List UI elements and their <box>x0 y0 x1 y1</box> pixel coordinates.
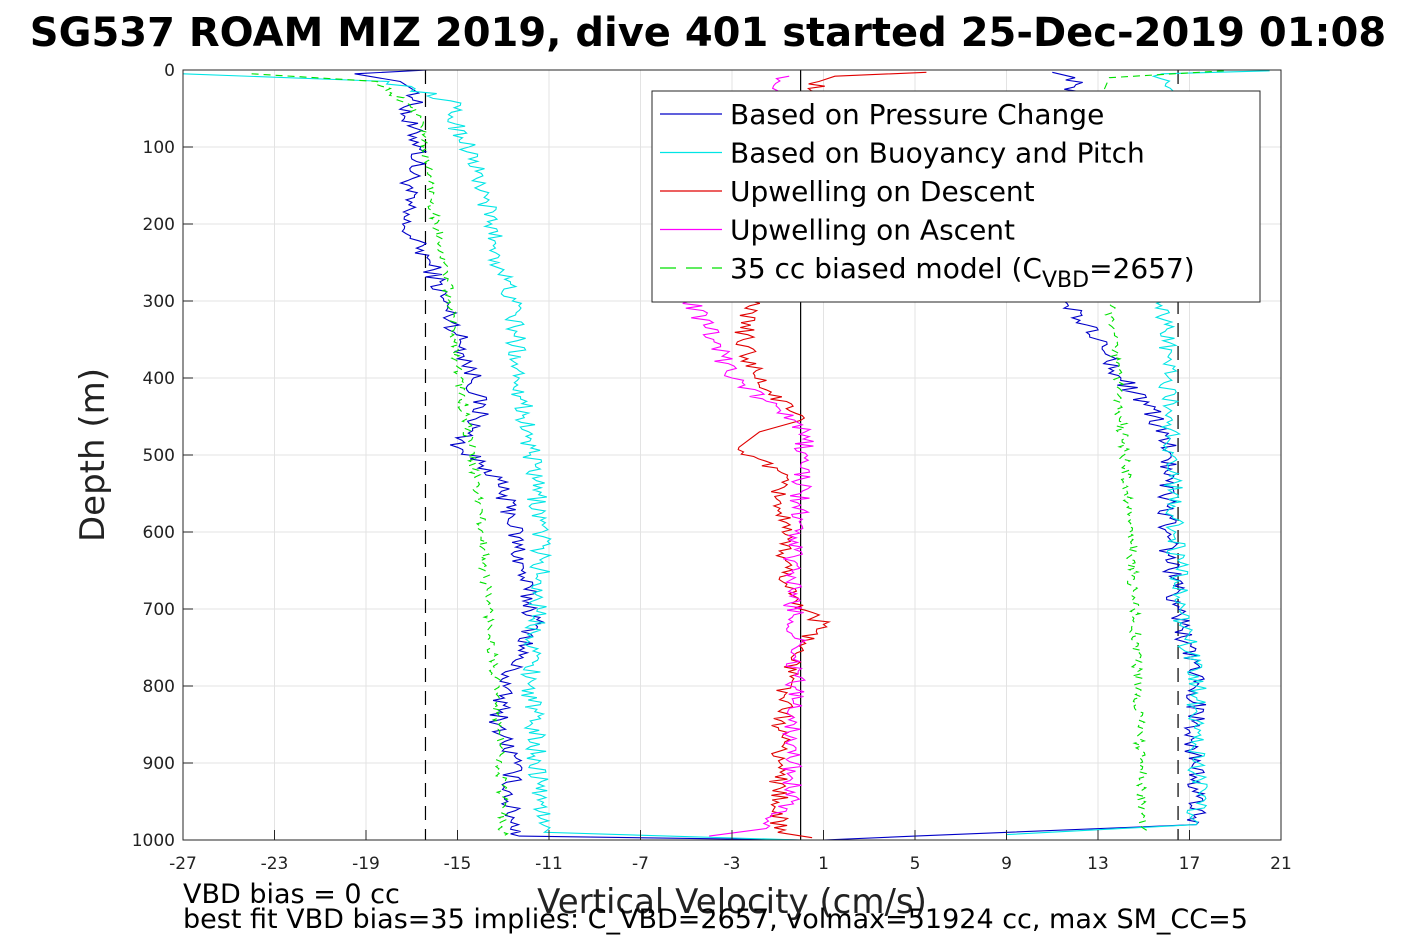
legend: Based on Pressure Change Based on Buoyanc… <box>651 90 1261 303</box>
legend-box <box>651 90 1261 303</box>
legend-entry-label: Based on Buoyancy and Pitch <box>730 137 1145 170</box>
x-tick-label: 21 <box>1270 854 1292 874</box>
x-tick-label: 17 <box>1179 854 1201 874</box>
x-tick-label: -3 <box>724 854 741 874</box>
x-tick-label: -23 <box>261 854 289 874</box>
x-tick-label: 5 <box>910 854 921 874</box>
x-tick-label: -19 <box>352 854 380 874</box>
x-tick-labels: -27 -23 -19 -15 -11 -7 -3 1 5 9 13 17 21 <box>169 830 1292 874</box>
chart-title: SG537 ROAM MIZ 2019, dive 401 started 25… <box>30 10 1386 56</box>
series-line <box>251 73 511 837</box>
vbd-bias-note: VBD bias = 0 cc <box>183 879 400 910</box>
y-tick-label: 100 <box>143 138 175 158</box>
x-tick-label: 9 <box>1001 854 1012 874</box>
y-tick-label: 600 <box>143 523 175 543</box>
legend-entry-label: 35 cc biased model (CVBD=2657) <box>730 252 1195 293</box>
y-tick-labels: 0 100 200 300 400 500 600 700 800 900 1000 <box>132 61 193 851</box>
x-tick-label: -27 <box>169 854 197 874</box>
x-axis-label: Vertical Velocity (cm/s) <box>537 882 927 922</box>
y-tick-label: 300 <box>143 292 175 312</box>
y-tick-label: 400 <box>143 369 175 389</box>
y-tick-label: 500 <box>143 446 175 466</box>
y-tick-label: 700 <box>143 600 175 620</box>
x-tick-label: 13 <box>1087 854 1109 874</box>
x-tick-label: 1 <box>818 854 829 874</box>
x-tick-label: -15 <box>444 854 472 874</box>
legend-entry-label: Upwelling on Descent <box>730 175 1035 208</box>
best-fit-note: best fit VBD bias=35 implies: C_VBD=2657… <box>183 904 1248 935</box>
y-tick-label: 1000 <box>132 831 175 851</box>
y-tick-label: 200 <box>143 215 175 235</box>
series-line <box>354 69 801 841</box>
y-tick-label: 0 <box>164 61 175 81</box>
series-line <box>182 73 801 841</box>
legend-entry-label: Based on Pressure Change <box>730 98 1104 131</box>
series-line <box>1095 70 1224 833</box>
x-tick-label: -11 <box>535 854 563 874</box>
legend-entry-label: Upwelling on Ascent <box>730 214 1015 247</box>
x-tick-label: -7 <box>632 854 649 874</box>
y-tick-label: 900 <box>143 754 175 774</box>
y-axis-label: Depth (m) <box>73 368 113 542</box>
y-tick-label: 800 <box>143 677 175 697</box>
